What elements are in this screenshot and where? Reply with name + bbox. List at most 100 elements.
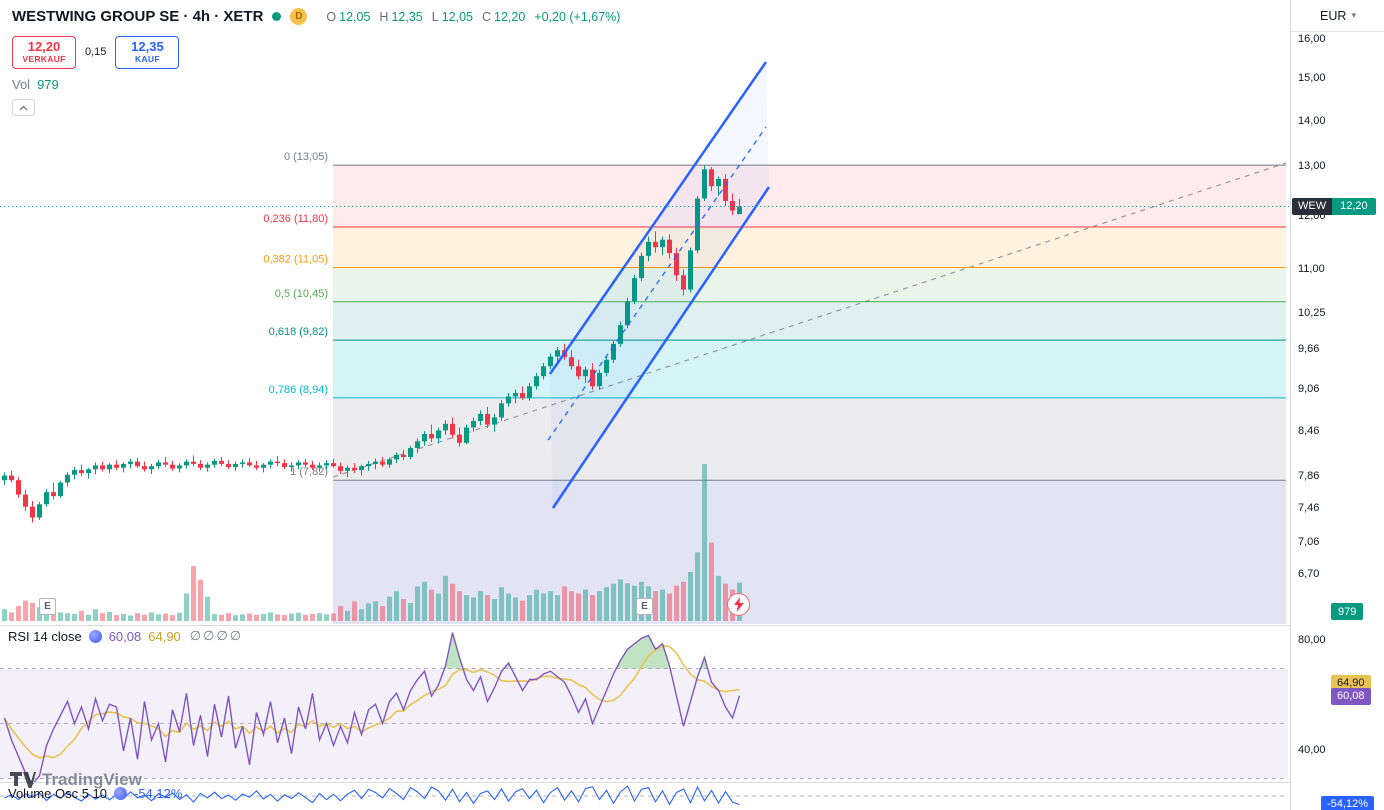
candle-body xyxy=(380,461,385,465)
candle-body xyxy=(415,441,420,449)
buy-button[interactable]: 12,35 KAUF xyxy=(115,36,180,69)
candle-body xyxy=(443,423,448,431)
lightning-bolt-glyph xyxy=(733,597,744,612)
indicator-hint-icon[interactable] xyxy=(114,787,127,800)
currency-value: EUR xyxy=(1320,8,1347,23)
tradingview-logo[interactable]: TradingView xyxy=(10,770,142,790)
volume-bar xyxy=(555,595,560,621)
volume-bar xyxy=(688,571,693,621)
volume-bar xyxy=(345,610,350,621)
volume-bar xyxy=(464,595,469,621)
rsi-pane-header: RSI 14 close 60,08 64,90 ∅ ∅ ∅ ∅ xyxy=(8,628,241,644)
indicator-action-icon[interactable]: ∅ xyxy=(189,628,202,643)
volume-bar xyxy=(695,552,700,621)
candle-body xyxy=(632,278,637,302)
volume-bar xyxy=(247,613,252,621)
volume-bar xyxy=(618,579,623,621)
indicator-action-icon[interactable]: ∅ xyxy=(229,628,242,643)
price-tick: 7,86 xyxy=(1298,470,1320,483)
close-label: C xyxy=(481,9,491,24)
volume-bar xyxy=(674,585,679,621)
candle-body xyxy=(205,464,210,468)
volume-bar xyxy=(107,611,112,621)
volume-bar xyxy=(408,602,413,621)
volume-bar xyxy=(667,593,672,621)
volume-bar xyxy=(72,613,77,621)
indicator-action-icon[interactable]: ∅ xyxy=(216,628,228,643)
candle-body xyxy=(702,169,707,199)
volume-bar xyxy=(569,591,574,621)
channel-upper-line[interactable] xyxy=(548,61,768,375)
candle-body xyxy=(296,462,301,466)
price-axis[interactable]: EUR ▾ WEW 12,20 979 64,90 60,08 -54,12% … xyxy=(1290,0,1384,810)
volume-bar xyxy=(303,614,308,621)
collapse-panel-button[interactable] xyxy=(12,99,35,116)
candle-body xyxy=(107,464,112,470)
candle-body xyxy=(149,466,154,470)
lightning-idea-icon[interactable] xyxy=(727,593,750,616)
volume-bar xyxy=(177,612,182,621)
candle-body xyxy=(135,461,140,467)
candle-body xyxy=(681,275,686,290)
pane-separator-osc[interactable] xyxy=(0,782,1384,783)
candle-body xyxy=(408,448,413,458)
volume-bar xyxy=(163,613,168,621)
volume-bar xyxy=(296,612,301,621)
sell-button[interactable]: 12,20 VERKAUF xyxy=(12,36,76,69)
spread-value: 0,15 xyxy=(85,46,107,58)
candle-body xyxy=(23,494,28,507)
candle-body xyxy=(275,461,280,464)
volume-bar xyxy=(205,596,210,621)
candle-body xyxy=(324,463,329,466)
rsi-title[interactable]: RSI 14 close xyxy=(8,628,82,644)
low-value: 12,05 xyxy=(441,9,473,24)
indicator-action-icon[interactable]: ∅ xyxy=(203,628,215,643)
volume-bar xyxy=(254,614,259,621)
volume-bar xyxy=(170,615,175,621)
volume-bar xyxy=(233,615,238,621)
candle-body xyxy=(170,464,175,469)
volume-label: Vol xyxy=(12,77,31,92)
volume-bar xyxy=(275,614,280,621)
rsi-overbought-fill xyxy=(700,657,708,669)
volume-bar xyxy=(450,583,455,621)
volume-bar xyxy=(30,602,35,621)
volume-bar xyxy=(226,613,231,621)
candle-body xyxy=(611,343,616,360)
candle-body xyxy=(2,475,7,481)
rsi-value-badge: 60,08 xyxy=(1331,687,1371,705)
rsi-ma-badge: 64,90 xyxy=(1331,674,1371,692)
candle-body xyxy=(667,239,672,254)
rsi-ma-line xyxy=(3,644,740,759)
broker-badge[interactable]: D xyxy=(290,8,308,25)
channel-mid-line[interactable] xyxy=(547,126,767,441)
volume-bar xyxy=(198,579,203,621)
candle-body xyxy=(44,492,49,505)
fib-label: 0,5 (10,45) xyxy=(275,288,328,300)
candle-body xyxy=(338,466,343,471)
symbol-title[interactable]: WESTWING GROUP SE · 4h · XETR xyxy=(12,8,264,25)
volume-bar xyxy=(506,593,511,621)
candle-body xyxy=(499,403,504,418)
candle-body xyxy=(72,470,77,475)
earnings-marker[interactable]: E xyxy=(39,598,56,615)
close-value: 12,20 xyxy=(494,9,526,24)
rsi-line xyxy=(3,632,741,786)
currency-dropdown[interactable]: EUR ▾ xyxy=(1291,0,1384,32)
high-value: 12,35 xyxy=(391,9,423,24)
trade-panel: 12,20 VERKAUF 0,15 12,35 KAUF xyxy=(12,36,180,69)
volume-bar xyxy=(492,599,497,621)
osc-title[interactable]: Volume Osc 5 10 xyxy=(8,786,107,801)
volume-bar xyxy=(653,591,658,621)
volume-bar xyxy=(401,599,406,621)
channel-lower-line[interactable] xyxy=(551,186,771,509)
open-label: O xyxy=(326,9,337,24)
low-label: L xyxy=(431,9,439,24)
candle-body xyxy=(86,469,91,474)
long-trendline-drawing[interactable] xyxy=(332,162,1287,478)
pane-separator-rsi[interactable] xyxy=(0,625,1384,626)
volume-bar xyxy=(394,591,399,621)
indicator-hint-icon[interactable] xyxy=(88,629,102,643)
earnings-marker[interactable]: E xyxy=(636,598,653,615)
